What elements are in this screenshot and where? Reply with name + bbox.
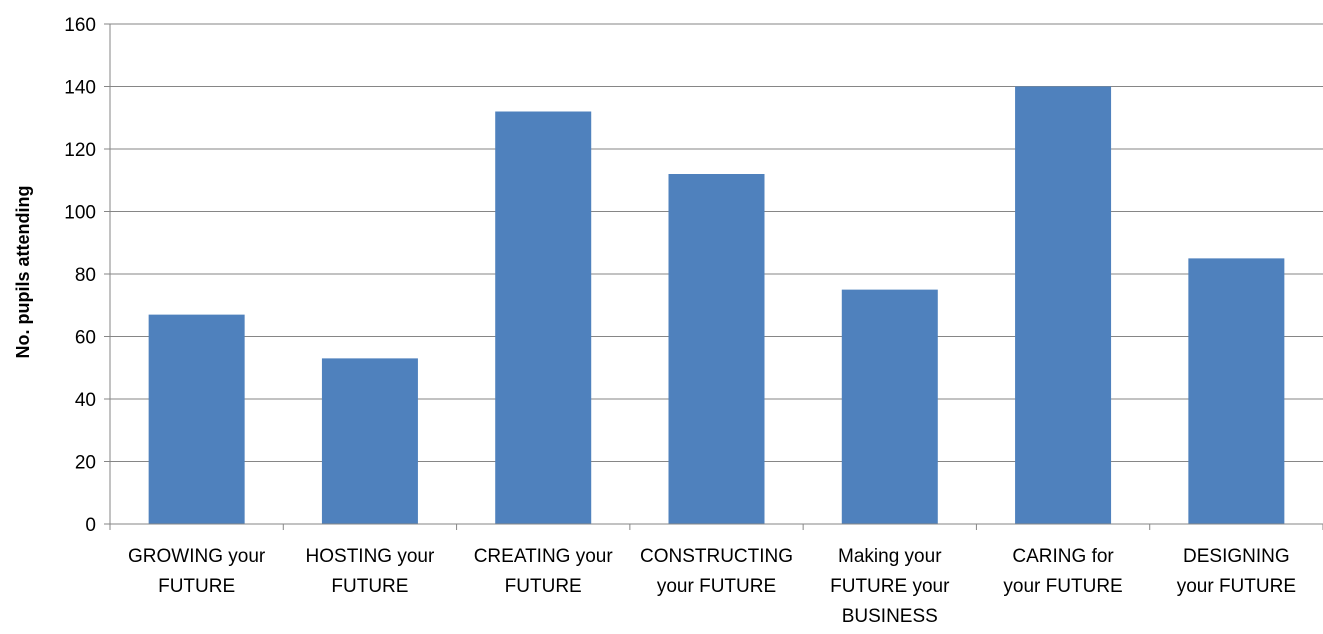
category-label-line: FUTURE (505, 576, 582, 597)
axes (104, 23, 1323, 530)
category-label-line: CREATING your (474, 546, 614, 567)
y-tick-label: 100 (64, 203, 96, 224)
category-label-line: BUSINESS (842, 606, 938, 627)
y-tick-label: 60 (75, 328, 96, 349)
category-label-line: FUTURE your (830, 576, 950, 597)
x-category-label: CARING for your FUTURE (1003, 546, 1122, 597)
bar (841, 289, 938, 524)
bar (1188, 258, 1285, 524)
y-tick-label: 20 (75, 453, 96, 474)
bar (321, 358, 418, 524)
category-label-line: your FUTURE (1177, 576, 1296, 597)
y-tick-label: 80 (75, 265, 96, 286)
category-label-line: GROWING your (128, 546, 266, 567)
y-tick-label: 120 (64, 140, 96, 161)
bars (148, 86, 1285, 524)
category-label-line: HOSTING your (306, 546, 435, 567)
bar (668, 174, 765, 524)
x-category-label: DESIGNING your FUTURE (1177, 546, 1296, 597)
y-tick-label: 40 (75, 390, 96, 411)
bar (148, 314, 245, 524)
y-axis-label: No. pupils attending (13, 186, 33, 359)
bar (495, 111, 592, 524)
category-label-line: your FUTURE (1003, 576, 1122, 597)
category-label-line: CONSTRUCTING (640, 546, 793, 567)
y-tick-label: 0 (85, 515, 96, 536)
x-category-label: CREATING your FUTURE (474, 546, 614, 597)
category-label-line: your FUTURE (657, 576, 776, 597)
x-category-label: GROWING your FUTURE (128, 546, 266, 597)
y-tick-label: 160 (64, 15, 96, 36)
bar (1015, 86, 1112, 524)
x-category-label: Making your FUTURE your BUSINESS (830, 546, 950, 627)
y-tick-labels: 0 20 40 60 80 100 120 140 160 (64, 15, 96, 536)
category-label-line: CARING for (1012, 546, 1114, 567)
category-label-line: DESIGNING (1183, 546, 1290, 567)
category-label-line: FUTURE (331, 576, 408, 597)
x-category-label: CONSTRUCTING your FUTURE (640, 546, 793, 597)
y-tick-label: 140 (64, 78, 96, 99)
x-category-label: HOSTING your FUTURE (306, 546, 435, 597)
category-label-line: FUTURE (158, 576, 235, 597)
category-label-line: Making your (838, 546, 942, 567)
